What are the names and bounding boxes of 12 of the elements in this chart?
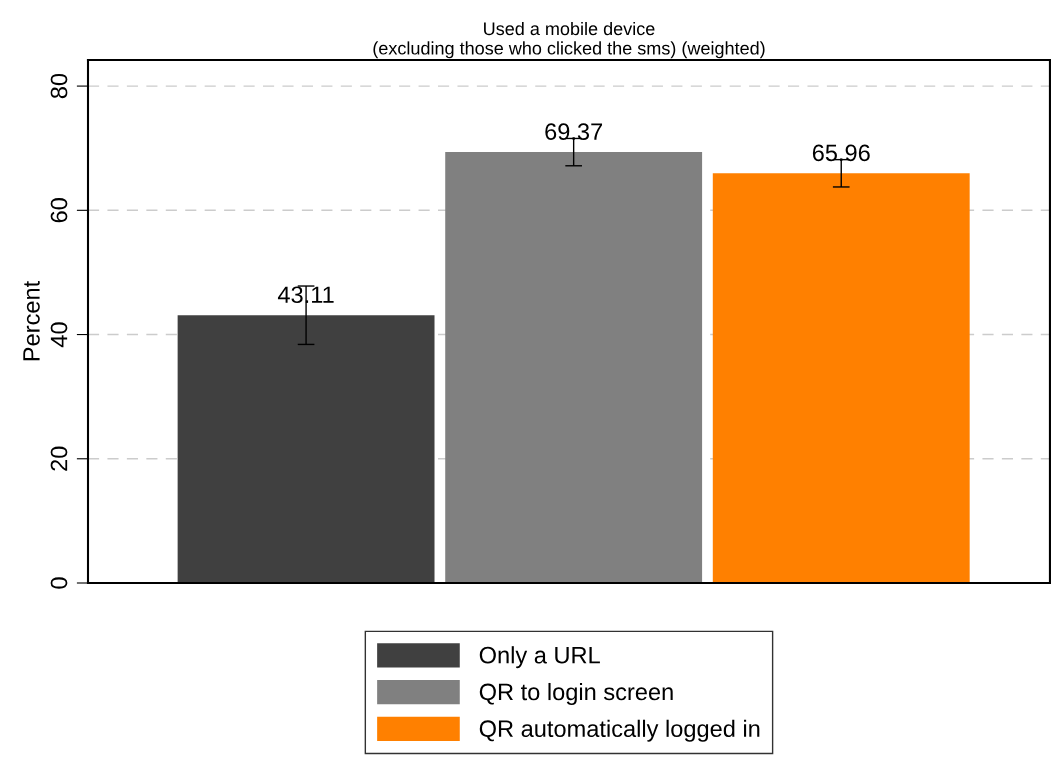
y-axis-title: Percent [23,280,40,361]
legend-label: QR automatically logged in [479,719,760,742]
data-label: 65.96 [812,144,870,162]
data-label: 69.37 [545,123,603,140]
chart-title: Used a mobile device (excluding those who clicked the sms) (weighted) [373,21,765,59]
legend-label: QR to login screen [479,682,673,705]
y-tick-label: 80 [50,73,68,99]
y-tick-label: 60 [50,198,68,223]
y-tick-label: 0 [50,577,68,589]
y-tick-label: 40 [50,322,68,348]
y-tick-label: 20 [50,446,68,471]
legend-label: Only a URL [479,646,600,669]
